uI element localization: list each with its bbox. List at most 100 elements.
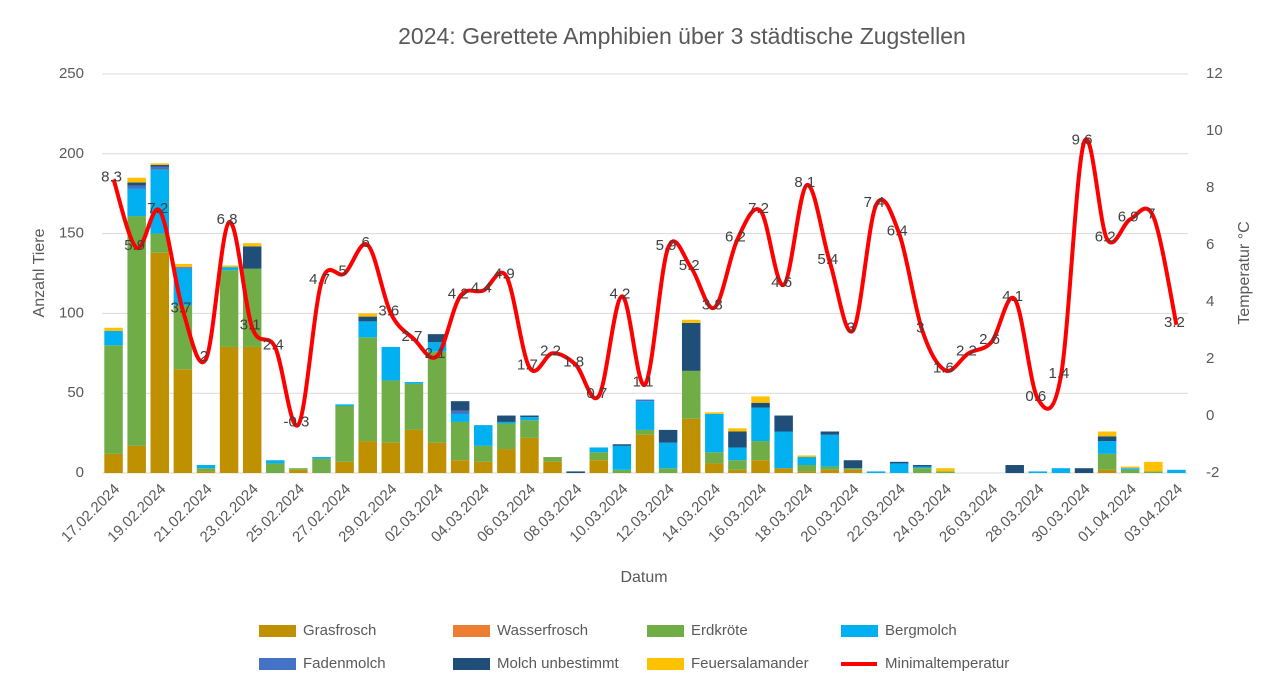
bar-segment <box>242 246 262 269</box>
legend-label: Grasfrosch <box>303 622 376 639</box>
data-label: 0.7 <box>586 385 607 402</box>
bar-segment <box>705 412 724 414</box>
bar-segment <box>889 461 909 464</box>
bar-segment <box>196 468 216 472</box>
bar-segment <box>381 346 401 381</box>
bar-segment <box>820 469 840 473</box>
bar-segment <box>774 468 793 473</box>
bar-segment <box>266 463 285 473</box>
bar-segment <box>242 346 262 473</box>
data-label: 0.6 <box>1025 388 1046 405</box>
bar-segment <box>127 177 146 183</box>
bar-segment <box>104 453 123 473</box>
bar-segment <box>728 447 747 461</box>
y2-tick-label: 2 <box>1206 350 1214 367</box>
legend-swatch <box>259 658 296 670</box>
bar-segment <box>150 166 170 170</box>
y2-tick-label: 8 <box>1206 179 1214 196</box>
y2-tick-label: 12 <box>1206 65 1223 82</box>
bar-segment <box>312 458 331 473</box>
bar-segment <box>843 468 863 470</box>
y-tick-label: 250 <box>59 65 84 82</box>
data-label: 3 <box>847 319 855 336</box>
bar-segment <box>612 444 632 446</box>
legend-swatch <box>259 625 296 637</box>
bar-segment <box>797 457 816 466</box>
bar-segment <box>127 185 146 189</box>
data-label: 8.3 <box>101 168 122 185</box>
bar-segment <box>450 421 470 461</box>
bar-segment <box>450 401 470 411</box>
bar-segment <box>427 334 447 343</box>
bar-segment <box>705 413 724 453</box>
data-label: 2.1 <box>425 345 446 362</box>
bar-segment <box>658 468 678 473</box>
data-label: 5.2 <box>679 257 700 274</box>
bar-segment <box>497 415 516 422</box>
bar-segment <box>751 407 770 442</box>
bar-segment <box>196 471 216 473</box>
bar-segment <box>728 428 747 432</box>
data-label: 8.1 <box>794 174 815 191</box>
bar-segment <box>173 263 193 268</box>
bar-segment <box>728 460 747 470</box>
bar-segment <box>543 457 562 462</box>
bar-segment <box>1144 461 1163 472</box>
data-label: 2.6 <box>979 331 1000 348</box>
bar-segment <box>797 455 816 458</box>
legend-swatch <box>647 625 684 637</box>
data-label: 2 <box>200 348 208 365</box>
bar-segment <box>1097 469 1117 473</box>
bar-segment <box>427 442 447 473</box>
bar-segment <box>219 270 239 347</box>
bar-segment <box>497 421 516 424</box>
bar-segment <box>705 463 724 473</box>
bar-segment <box>497 423 516 450</box>
data-label: 6.2 <box>725 228 746 245</box>
bar-segment <box>219 265 239 268</box>
bar-segment <box>658 442 678 469</box>
bar-segment <box>543 461 562 473</box>
bar-segment <box>358 321 377 338</box>
bar-segment <box>612 469 632 473</box>
bar-segment <box>751 441 770 461</box>
bar-segment <box>589 447 609 453</box>
legend-swatch <box>841 625 878 637</box>
bar-segment <box>104 327 123 331</box>
data-label: 1.1 <box>633 374 654 391</box>
bar-segment <box>751 402 770 408</box>
x-axis-title: Datum <box>620 569 667 586</box>
bar-segment <box>335 404 354 406</box>
data-label: 2.7 <box>402 328 423 345</box>
data-label: -0.3 <box>283 414 309 431</box>
bar-segment <box>150 164 170 167</box>
data-label: 2.2 <box>540 342 561 359</box>
data-label: 7 <box>1147 205 1155 222</box>
data-label: 4.4 <box>471 280 492 297</box>
y2-tick-label: 6 <box>1206 236 1214 253</box>
legend-label: Erdkröte <box>691 622 748 639</box>
bar-segment <box>728 469 747 473</box>
bar-segment <box>797 465 816 472</box>
data-label: 7.2 <box>748 200 769 217</box>
bar-segment <box>1120 468 1140 470</box>
y-tick-label: 150 <box>59 225 84 242</box>
data-label: 4.2 <box>609 285 630 302</box>
bar-segment <box>335 461 354 473</box>
legend-label: Minimaltemperatur <box>885 655 1009 672</box>
bar-segment <box>913 468 932 473</box>
bar-segment <box>242 243 262 247</box>
bar-segment <box>358 441 377 473</box>
bar-segment <box>1097 453 1117 470</box>
bar-segment <box>820 466 840 470</box>
bar-segment <box>1028 471 1048 473</box>
bar-segment <box>681 418 701 473</box>
data-label: 6.2 <box>1095 228 1116 245</box>
bar-segment <box>404 382 424 384</box>
bar-segment <box>196 465 216 469</box>
bar-segment <box>358 337 377 442</box>
bar-segment <box>358 316 377 322</box>
bar-segment <box>104 330 123 346</box>
bar-segment <box>520 437 539 473</box>
